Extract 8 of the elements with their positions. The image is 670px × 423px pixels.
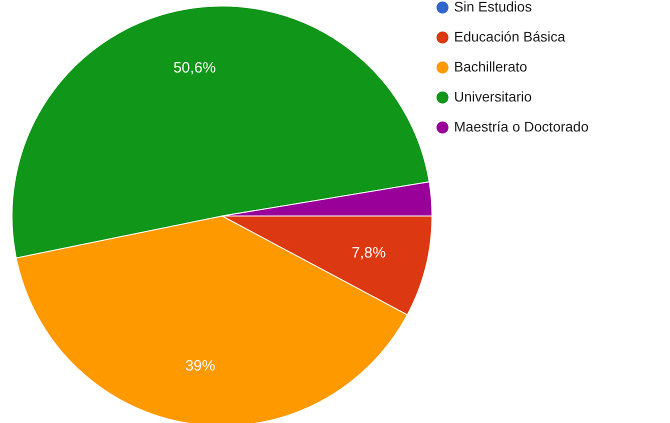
data-label: 50,6% [173, 59, 216, 76]
legend-label: Maestría o Doctorado [454, 118, 589, 134]
legend-label: Bachillerato [454, 58, 528, 74]
legend-label: Sin Estudios [454, 0, 532, 14]
data-label: 7,8% [352, 244, 386, 262]
data-label: 39% [185, 358, 216, 375]
legend-label: Universitario [454, 88, 532, 104]
legend-label: Educación Básica [454, 28, 566, 44]
